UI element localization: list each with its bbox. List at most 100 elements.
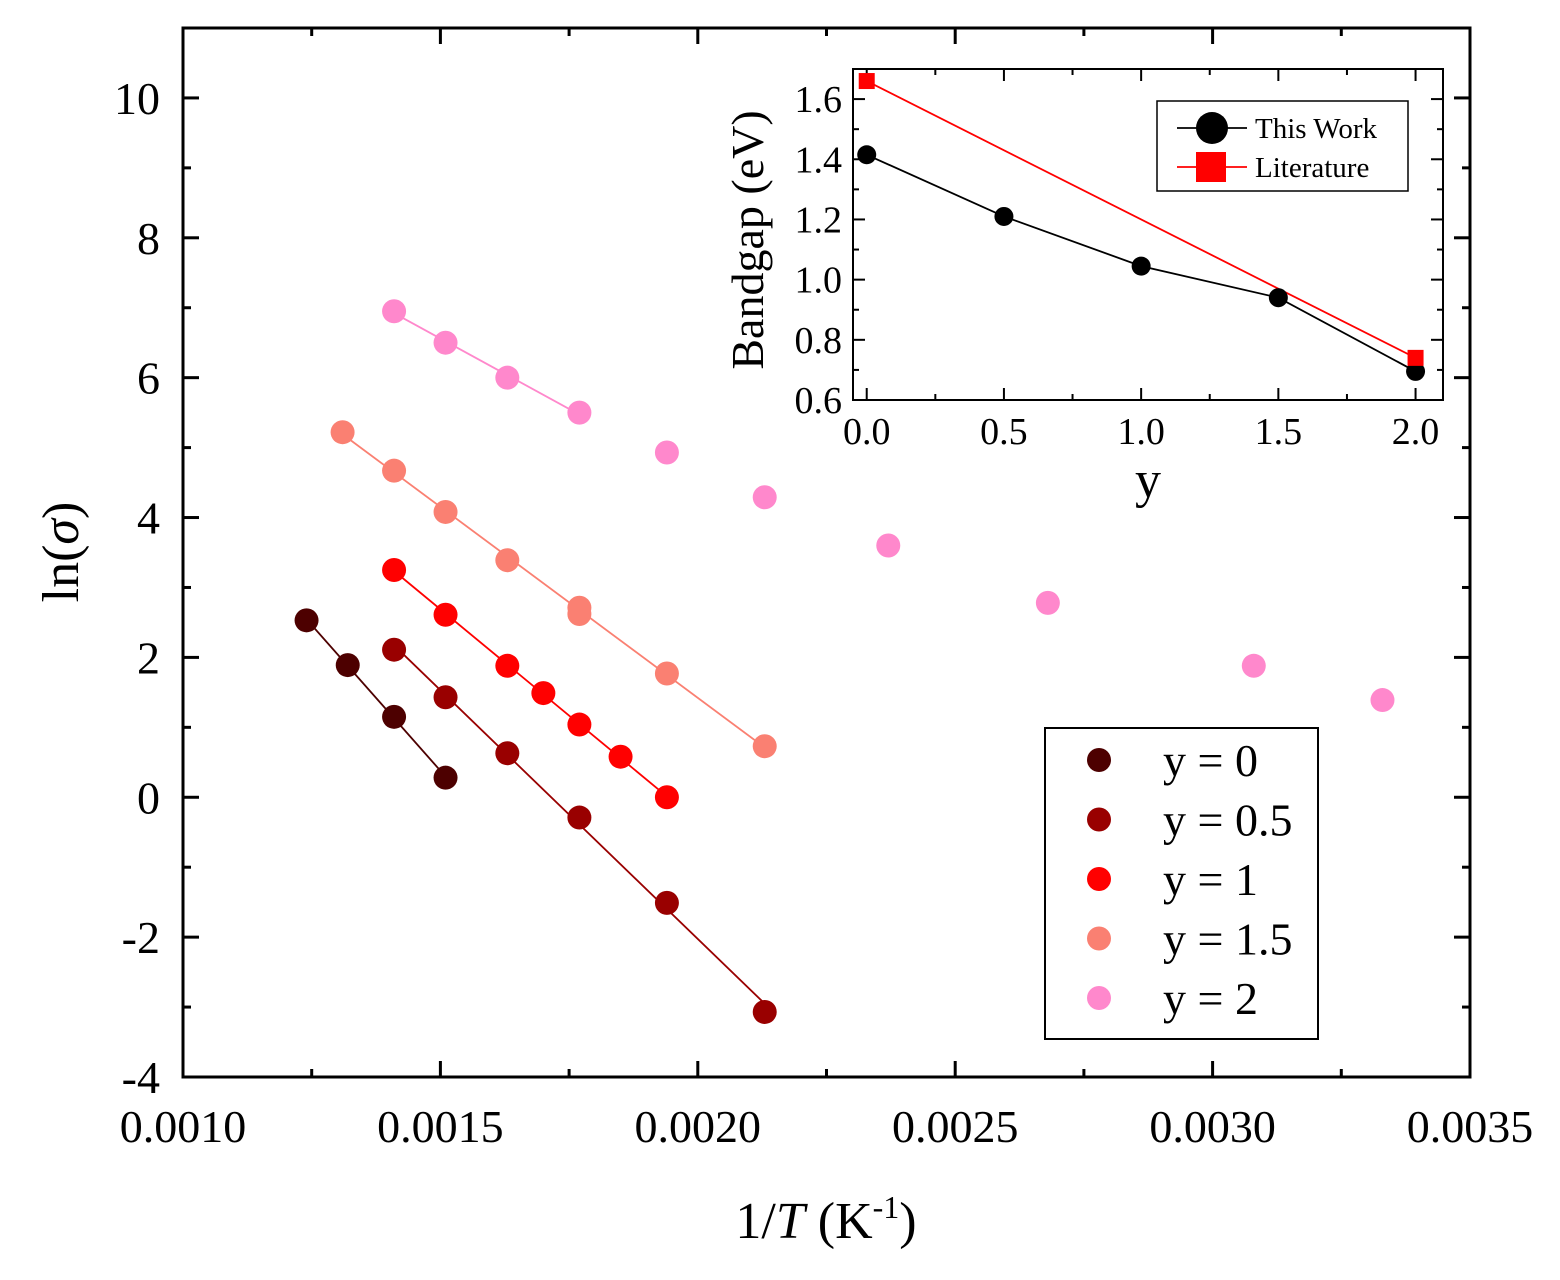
y-tick-label: -2 xyxy=(122,912,160,963)
data-point-series-2 xyxy=(382,557,407,582)
y-tick-label: 0 xyxy=(137,772,160,823)
y-axis-label-prefix: ln( xyxy=(33,545,90,603)
data-point-series-0 xyxy=(335,653,360,678)
inset-circle-point xyxy=(994,206,1014,226)
inset-circle-point xyxy=(857,145,877,165)
data-point-series-3 xyxy=(567,602,592,627)
x-tick-label: 0.0010 xyxy=(120,1101,247,1152)
inset-circle-point xyxy=(1406,361,1426,381)
y-tick-label: 10 xyxy=(114,73,160,124)
inset-x-tick-label: 1.5 xyxy=(1255,411,1303,453)
main-legend-label: y = 1 xyxy=(1163,854,1258,905)
y-tick-label: 8 xyxy=(137,213,160,264)
inset-square-point xyxy=(1407,349,1424,366)
inset-y-tick-label: 1.4 xyxy=(795,139,843,181)
data-point-series-0 xyxy=(294,608,319,633)
inset-x-tick-label: 2.0 xyxy=(1392,411,1440,453)
main-legend-marker xyxy=(1087,926,1111,951)
data-point-series-2 xyxy=(495,653,520,678)
inset-y-tick-label: 0.6 xyxy=(795,380,843,422)
inset-square-point xyxy=(858,73,875,90)
data-point-series-4 xyxy=(654,440,679,465)
y-axis-label-variable: σ xyxy=(33,517,90,545)
inset-circle-point xyxy=(1131,256,1151,276)
y-tick-label: 4 xyxy=(137,493,160,544)
inset-y-tick-label: 0.8 xyxy=(795,320,843,362)
inset-circle-point xyxy=(1268,288,1288,308)
inset-line-series-1 xyxy=(866,80,1416,359)
fit-line-series-3 xyxy=(342,433,766,749)
inset-y-tick-label: 1.6 xyxy=(795,79,843,121)
main-legend-label: y = 0.5 xyxy=(1163,795,1292,846)
data-point-series-3 xyxy=(495,548,520,573)
data-point-series-3 xyxy=(433,499,458,524)
x-axis-label-prefix: 1/ xyxy=(735,1193,776,1250)
main-legend-label: y = 0 xyxy=(1163,735,1258,786)
inset-legend-circle-marker xyxy=(1196,112,1228,144)
x-tick-label: 0.0035 xyxy=(1407,1101,1534,1152)
inset-legend-label: This Work xyxy=(1255,113,1377,145)
y-tick-label: 2 xyxy=(137,632,160,683)
inset-legend-square-marker xyxy=(1196,152,1226,182)
data-point-series-4 xyxy=(495,365,520,390)
fit-line-series-0 xyxy=(305,618,447,778)
data-point-series-0 xyxy=(382,704,407,729)
main-legend-label: y = 1.5 xyxy=(1163,914,1292,965)
x-axis-label-close: ) xyxy=(899,1193,916,1250)
data-point-series-3 xyxy=(752,734,777,759)
data-point-series-2 xyxy=(531,681,556,706)
main-plot-frame xyxy=(181,26,1472,1079)
data-point-series-1 xyxy=(433,685,458,710)
data-point-series-1 xyxy=(382,637,407,662)
y-axis-label: ln(σ) xyxy=(33,502,90,603)
data-point-series-1 xyxy=(495,741,520,766)
x-tick-label: 0.0030 xyxy=(1149,1101,1276,1152)
data-point-series-3 xyxy=(330,420,355,445)
inset-y-tick-label: 1.2 xyxy=(795,199,843,241)
x-axis-label-unit: (K xyxy=(805,1193,873,1250)
data-point-series-3 xyxy=(382,458,407,483)
x-axis-label-exponent: -1 xyxy=(873,1189,900,1225)
data-point-series-1 xyxy=(654,890,679,915)
inset-y-tick-label: 1.0 xyxy=(795,260,843,302)
data-point-series-4 xyxy=(1241,653,1266,678)
main-legend-marker xyxy=(1087,986,1111,1010)
data-point-series-4 xyxy=(382,299,407,324)
x-axis-label: 1/T (K-1) xyxy=(735,1189,916,1250)
inset-legend-label: Literature xyxy=(1255,152,1369,184)
data-point-series-4 xyxy=(567,400,592,425)
y-tick-label: -4 xyxy=(122,1052,160,1103)
inset-x-tick-label: 0.0 xyxy=(843,411,891,453)
main-legend-marker xyxy=(1087,748,1111,772)
inset-plot-frame xyxy=(852,68,1444,401)
x-axis-label-variable: T xyxy=(776,1193,808,1250)
main-legend-marker xyxy=(1087,867,1111,891)
y-tick-label: 6 xyxy=(137,353,160,404)
data-point-series-2 xyxy=(567,712,592,737)
inset-y-axis-label: Bandgap (eV) xyxy=(722,110,773,369)
inset-x-axis-label: y xyxy=(1135,452,1161,509)
data-point-series-1 xyxy=(752,999,777,1024)
data-point-series-4 xyxy=(752,485,777,510)
data-point-series-3 xyxy=(654,661,679,686)
fit-line-series-4 xyxy=(393,312,580,416)
inset-x-tick-label: 0.5 xyxy=(980,411,1028,453)
data-point-series-4 xyxy=(876,533,901,558)
main-legend-label: y = 2 xyxy=(1163,973,1258,1024)
data-point-series-0 xyxy=(433,765,458,790)
x-tick-label: 0.0025 xyxy=(892,1101,1019,1152)
x-tick-label: 0.0015 xyxy=(377,1101,504,1152)
inset-x-tick-label: 1.0 xyxy=(1117,411,1165,453)
x-tick-label: 0.0020 xyxy=(635,1101,762,1152)
data-point-series-4 xyxy=(1370,688,1395,713)
data-point-series-4 xyxy=(433,330,458,355)
data-point-series-1 xyxy=(567,805,592,830)
main-legend-marker xyxy=(1087,807,1111,832)
data-point-series-2 xyxy=(608,744,633,769)
data-point-series-2 xyxy=(654,785,679,810)
data-point-series-4 xyxy=(1035,590,1060,615)
y-axis-label-suffix: ) xyxy=(33,502,90,519)
data-point-series-2 xyxy=(433,602,458,627)
